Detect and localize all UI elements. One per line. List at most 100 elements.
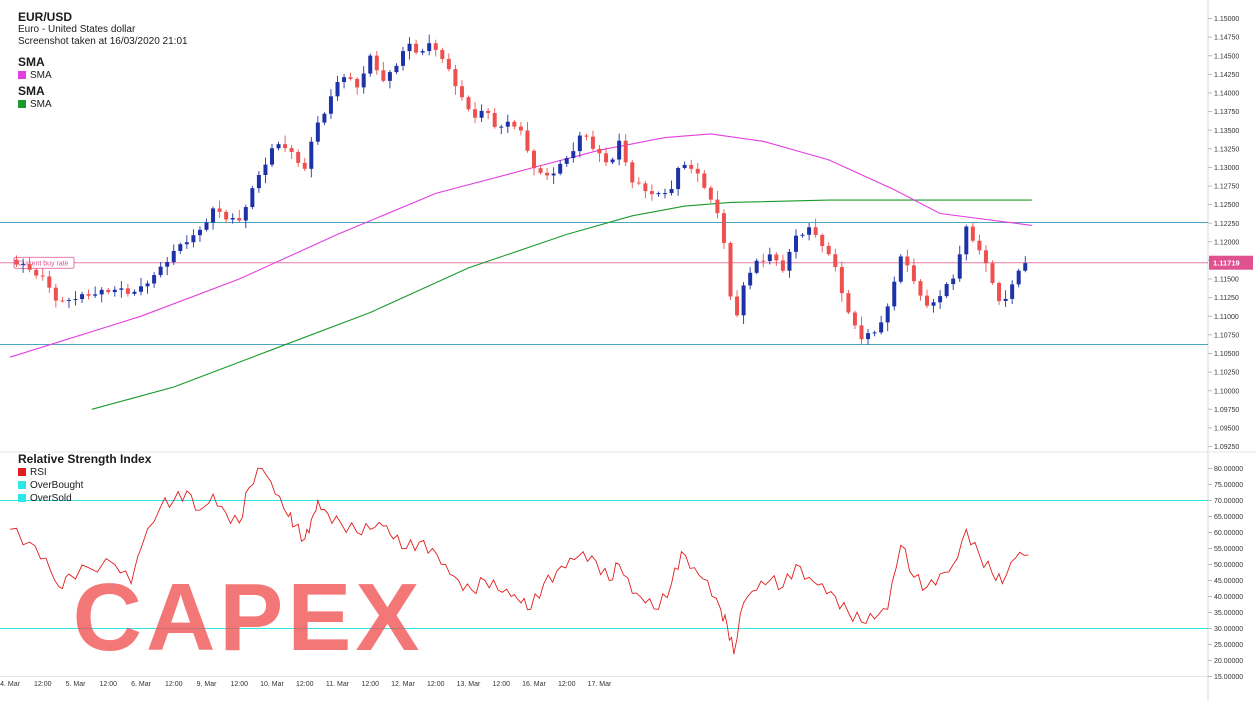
candle-body-up	[479, 110, 484, 118]
candle-body-up	[951, 278, 956, 285]
candle-body-up	[80, 294, 85, 300]
candle-body-down	[761, 260, 766, 262]
candle-body-down	[459, 86, 464, 98]
y-tick-label: 1.11000	[1214, 314, 1239, 321]
y-tick-label: 1.14500	[1214, 53, 1239, 60]
candle-body-up	[892, 281, 897, 307]
rsi-line	[9, 467, 1029, 655]
candle-body-down	[512, 121, 517, 127]
candle-body-down	[289, 148, 294, 152]
candle-body-down	[702, 173, 707, 188]
candle-body-up	[270, 148, 274, 165]
x-tick-label: 10. Mar	[260, 681, 284, 688]
x-tick-label: 4. Mar	[0, 681, 21, 688]
candle-body-up	[551, 173, 556, 176]
candle-body-up	[119, 288, 124, 290]
x-tick-label: 12:00	[361, 681, 379, 688]
candle-body-up	[787, 251, 792, 271]
candle-body-up	[807, 227, 812, 235]
rsi-legend-item[interactable]: RSI	[18, 466, 151, 479]
candle-body-down	[970, 226, 975, 241]
candle-body-up	[964, 226, 969, 255]
candle-body-down	[983, 250, 988, 264]
overbought-legend-item[interactable]: OverBought	[18, 479, 151, 492]
y-tick-label: 1.13500	[1214, 128, 1239, 135]
candle-body-down	[977, 240, 982, 251]
candle-body-up	[322, 113, 327, 123]
candle-body-up	[178, 244, 183, 251]
candle-body-down	[381, 70, 386, 81]
candle-body-up	[315, 122, 320, 142]
candle-body-up	[879, 322, 884, 333]
candle-body-down	[597, 148, 602, 154]
main-legend: EUR/USD Euro - United States dollar Scre…	[18, 10, 188, 111]
rsi-y-tick-label: 40.00000	[1214, 594, 1243, 601]
candle-body-up	[754, 260, 759, 273]
y-tick-label: 1.10000	[1214, 388, 1239, 395]
candle-body-up	[211, 208, 216, 223]
candle-body-down	[545, 172, 550, 176]
candle-body-down	[453, 69, 458, 87]
candle-body-up	[139, 286, 143, 292]
candle-body-down	[590, 136, 595, 149]
candle-body-down	[925, 295, 929, 306]
candle-body-down	[852, 312, 857, 326]
candle-body-up	[1010, 284, 1015, 299]
candle-body-up	[335, 82, 340, 97]
candle-body-up	[394, 65, 399, 73]
candle-body-down	[918, 281, 923, 296]
x-tick-label: 9. Mar	[197, 681, 218, 688]
candle-body-down	[27, 263, 32, 270]
candle-body-up	[938, 296, 943, 303]
candle-body-down	[296, 151, 301, 163]
candle-body-down	[630, 162, 635, 183]
candle-body-up	[132, 291, 137, 294]
candle-body-down	[237, 217, 242, 221]
candle-body-down	[833, 254, 838, 268]
x-tick-label: 12. Mar	[391, 681, 415, 688]
candle-body-down	[466, 97, 471, 110]
sma-slow-label: SMA	[30, 99, 52, 110]
sma-fast-legend-item[interactable]: SMA	[18, 69, 188, 82]
candle-body-down	[348, 77, 353, 79]
oversold-swatch	[18, 494, 26, 502]
candle-body-up	[800, 234, 805, 236]
candle-body-down	[911, 265, 916, 282]
candle-body-down	[649, 191, 654, 195]
candle-body-up	[243, 207, 248, 221]
candle-body-up	[250, 188, 255, 208]
candle-body-up	[571, 151, 576, 159]
current-buy-rate-label: Current buy rate	[18, 261, 69, 268]
candle-body-up	[191, 235, 196, 243]
y-tick-label: 1.10250	[1214, 370, 1239, 377]
candle-body-up	[21, 263, 26, 265]
rsi-y-tick-label: 60.00000	[1214, 530, 1243, 537]
candle-body-down	[125, 288, 130, 294]
sma-slow-legend-item[interactable]: SMA	[18, 98, 188, 111]
rsi-swatch	[18, 468, 26, 476]
oversold-legend-item[interactable]: OverSold	[18, 492, 151, 505]
y-tick-label: 1.09250	[1214, 444, 1239, 451]
candle-body-up	[368, 55, 373, 74]
symbol-title: EUR/USD	[18, 10, 73, 24]
sma-fast-swatch	[18, 71, 26, 79]
candle-body-up	[342, 77, 347, 83]
candle-body-up	[617, 140, 622, 160]
candle-body-up	[99, 289, 104, 295]
rsi-y-tick-label: 55.00000	[1214, 546, 1243, 553]
candle-body-down	[283, 144, 288, 149]
x-tick-label: 12:00	[230, 681, 248, 688]
candle-body-up	[957, 254, 962, 279]
candle-body-up	[564, 158, 569, 164]
candle-body-down	[728, 242, 733, 297]
candle-body-down	[735, 296, 740, 316]
candle-body-up	[204, 222, 209, 230]
candle-body-up	[866, 333, 871, 340]
candle-body-down	[106, 289, 111, 293]
rsi-y-tick-label: 30.00000	[1214, 626, 1243, 633]
candle-body-down	[721, 213, 726, 243]
candle-body-down	[820, 234, 825, 246]
candle-body-down	[217, 208, 222, 212]
x-tick-label: 11. Mar	[326, 681, 350, 688]
